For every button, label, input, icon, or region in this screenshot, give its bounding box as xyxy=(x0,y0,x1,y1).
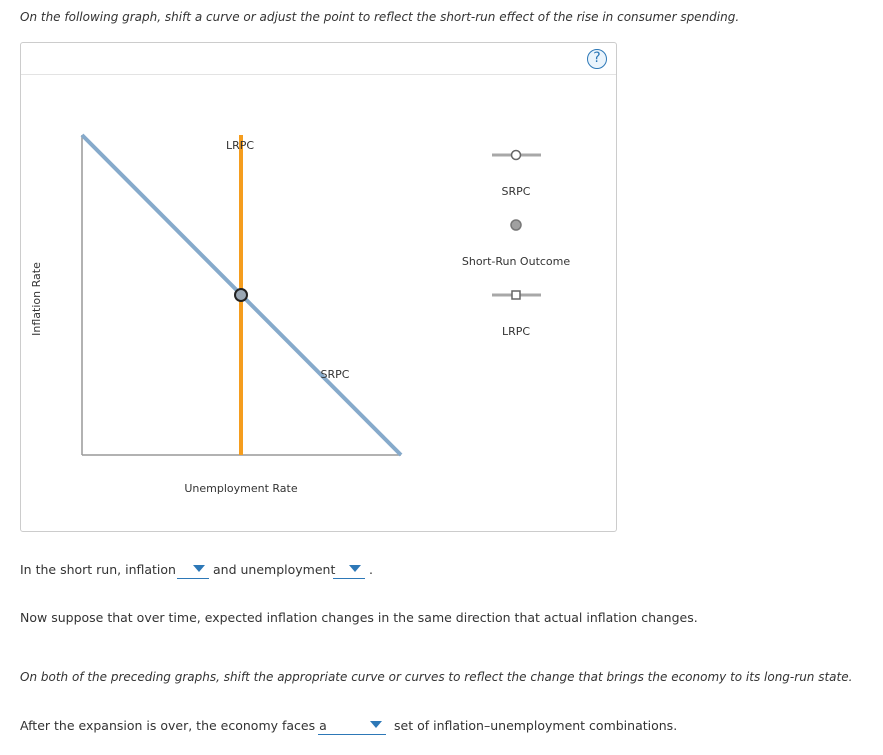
chevron-down-icon xyxy=(193,565,205,572)
x-axis-label: Unemployment Rate xyxy=(184,482,298,495)
lrpc-tool-handle-icon xyxy=(511,290,521,300)
short-run-outcome-point[interactable] xyxy=(234,288,248,302)
question-1-prefix: In the short run, inflation xyxy=(20,562,176,577)
help-button[interactable]: ? xyxy=(587,49,607,69)
question-1-suffix: . xyxy=(369,562,373,577)
srpc-tool[interactable] xyxy=(492,149,541,161)
short-run-outcome-tool-label: Short-Run Outcome xyxy=(462,255,571,268)
combinations-dropdown[interactable] xyxy=(318,718,386,735)
question-1-middle: and unemployment xyxy=(213,562,336,577)
paragraph-text: Now suppose that over time, expected inf… xyxy=(20,610,698,625)
graph-canvas[interactable]: Inflation Rate LRPC SRPC Unemployment Ra… xyxy=(21,43,618,533)
chevron-down-icon xyxy=(349,565,361,572)
question-mark-icon: ? xyxy=(593,50,601,66)
srpc-tool-label: SRPC xyxy=(502,185,531,198)
lrpc-curve-label: LRPC xyxy=(226,139,254,152)
panel-divider xyxy=(21,74,616,75)
question-2-suffix: set of inflation–unemployment combinatio… xyxy=(394,718,678,733)
instruction-text-2: On both of the preceding graphs, shift t… xyxy=(20,670,853,684)
chevron-down-icon xyxy=(370,721,382,728)
question-2-prefix: After the expansion is over, the economy… xyxy=(20,718,327,733)
lrpc-tool[interactable] xyxy=(492,290,541,300)
short-run-outcome-tool-icon[interactable] xyxy=(510,219,522,231)
inflation-dropdown[interactable] xyxy=(177,562,209,579)
graph-panel: ? Inflation Rate LRPC SRPC Unemployment … xyxy=(20,42,617,532)
instruction-text: On the following graph, shift a curve or… xyxy=(20,10,740,24)
srpc-tool-handle-icon xyxy=(510,149,522,161)
unemployment-dropdown[interactable] xyxy=(333,562,365,579)
lrpc-tool-label: LRPC xyxy=(502,325,530,338)
y-axis-label: Inflation Rate xyxy=(30,262,43,336)
srpc-curve-label: SRPC xyxy=(321,368,350,381)
